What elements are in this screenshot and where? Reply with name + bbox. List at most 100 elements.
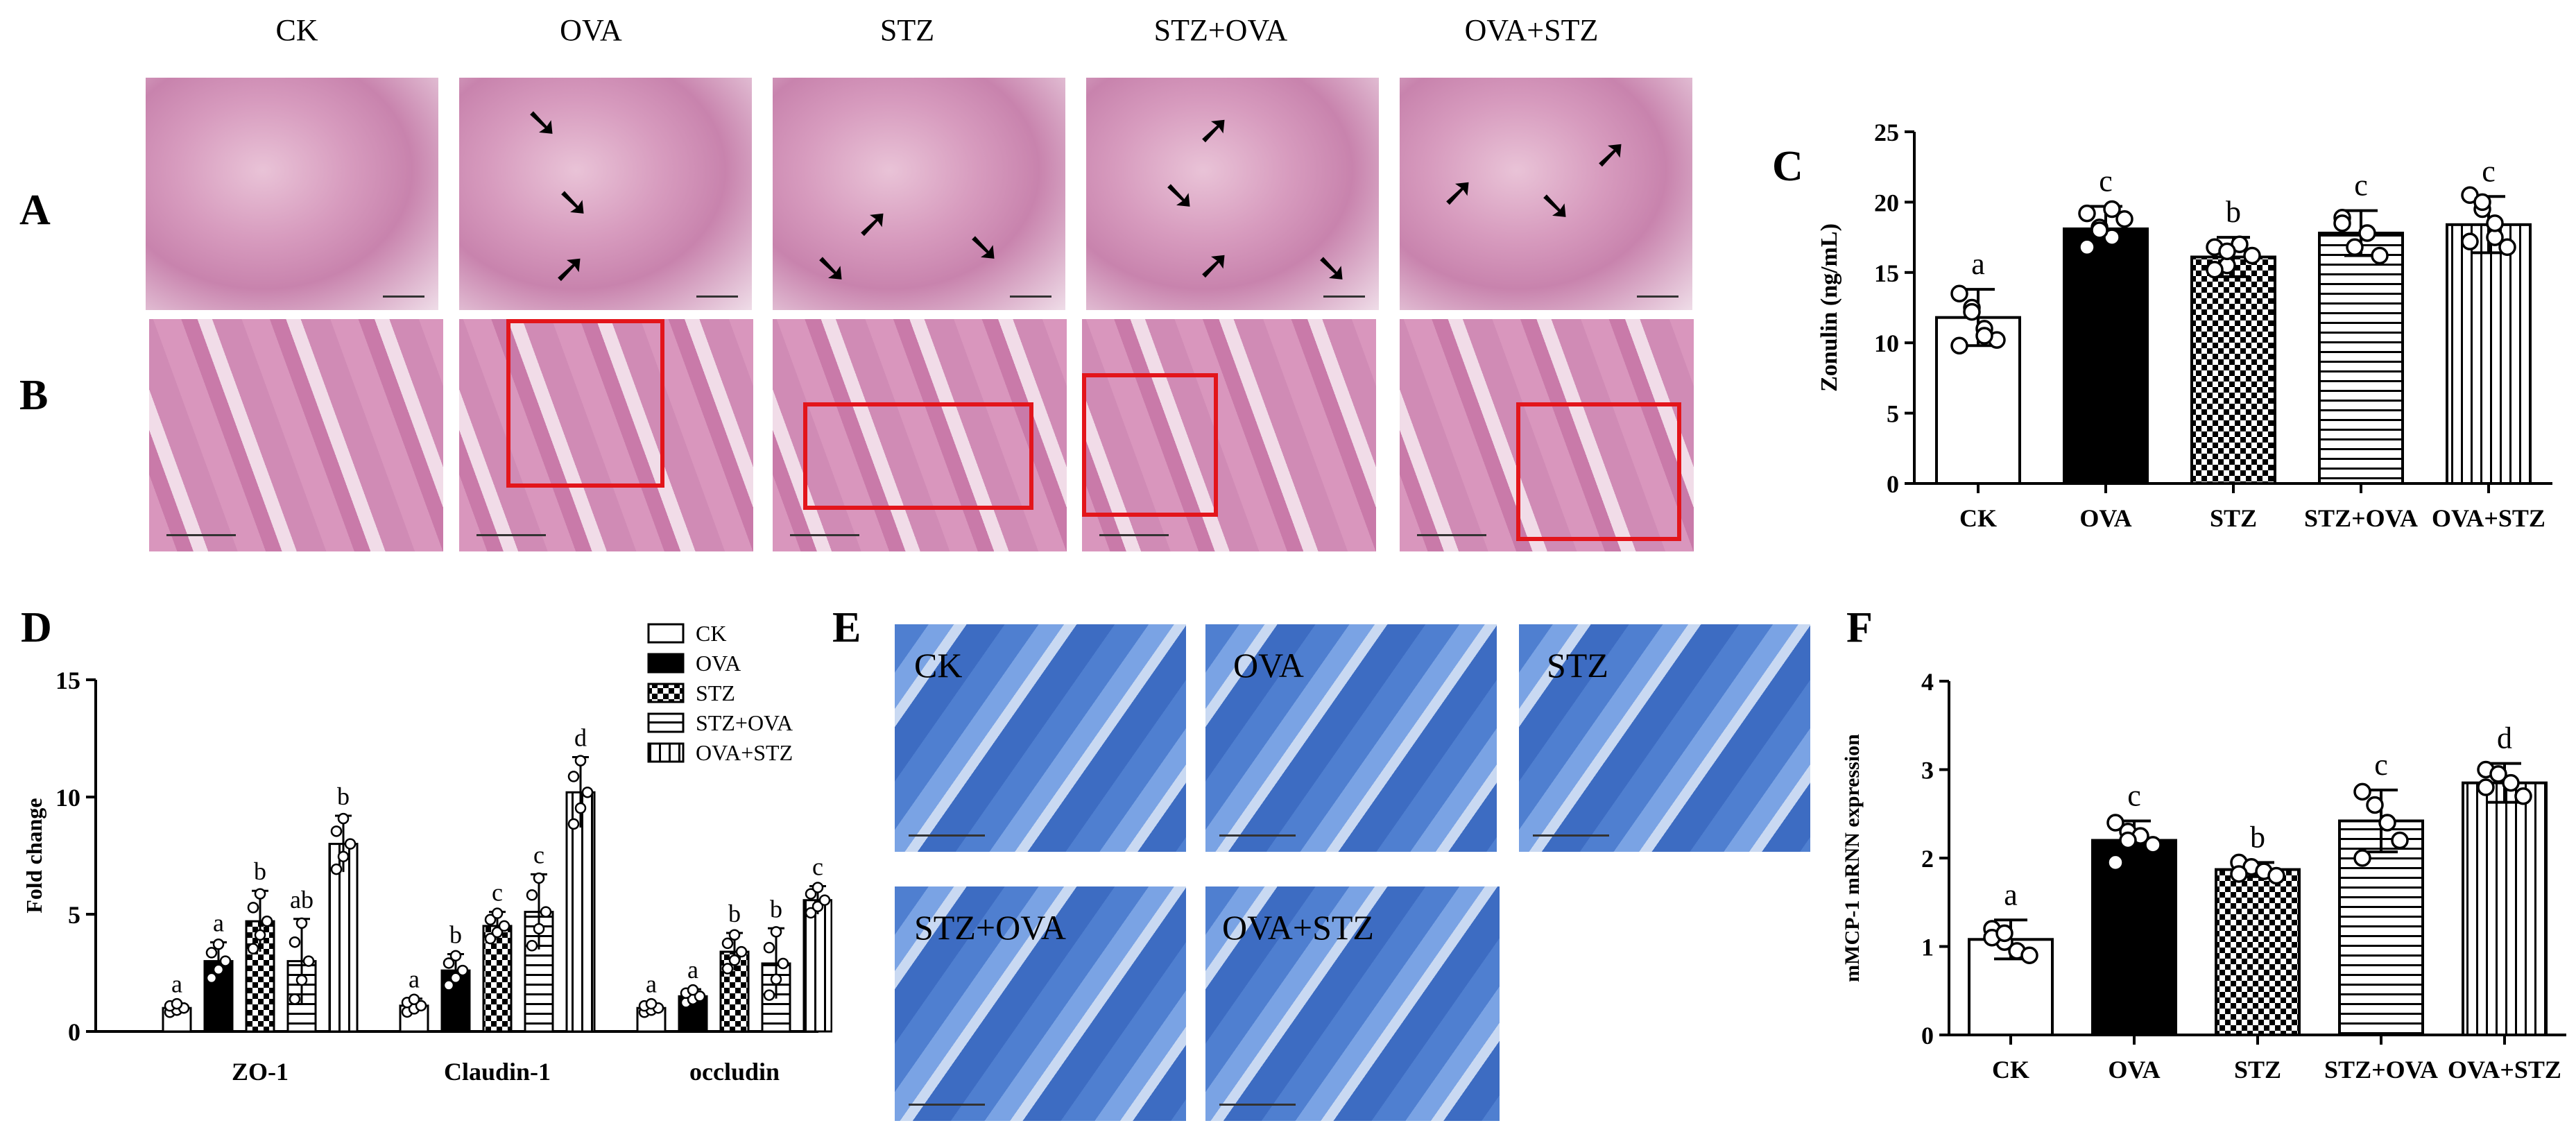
data-point bbox=[2230, 865, 2248, 883]
y-tick-label: 0 bbox=[68, 1018, 80, 1046]
x-tick-label: OVA bbox=[2108, 1056, 2160, 1083]
arrow-icon: ➘ bbox=[556, 178, 590, 225]
data-point bbox=[2353, 782, 2371, 801]
group-label-stz: STZ bbox=[879, 13, 935, 47]
scale-bar bbox=[476, 534, 546, 536]
data-point bbox=[728, 954, 741, 966]
data-point bbox=[812, 900, 824, 913]
significance-letter: d bbox=[574, 724, 587, 752]
panel-label-a: A bbox=[19, 187, 51, 234]
y-axis-label: Fold change bbox=[22, 798, 46, 913]
data-point bbox=[408, 993, 420, 1005]
legend-label: CK bbox=[696, 621, 726, 646]
micrograph-label: CK bbox=[914, 646, 963, 685]
significance-letter: b bbox=[2226, 195, 2241, 229]
data-point bbox=[337, 850, 350, 863]
micrograph-label: OVA+STZ bbox=[1222, 908, 1374, 947]
data-point bbox=[212, 939, 225, 950]
bar bbox=[2063, 227, 2149, 485]
data-point bbox=[2498, 238, 2516, 257]
data-point bbox=[2486, 214, 2504, 232]
highlight-box bbox=[803, 402, 1033, 510]
data-point bbox=[721, 937, 734, 950]
data-point bbox=[533, 923, 545, 935]
bar bbox=[440, 969, 471, 1033]
data-point bbox=[415, 1000, 427, 1012]
data-point bbox=[456, 964, 469, 977]
data-point bbox=[2391, 831, 2409, 850]
y-tick-label: 0 bbox=[1887, 470, 1899, 498]
data-point bbox=[484, 932, 497, 945]
arrow-icon: ➚ bbox=[856, 199, 890, 246]
significance-letter: a bbox=[409, 966, 420, 993]
data-point bbox=[205, 972, 218, 984]
group-label-ck: CK bbox=[275, 13, 318, 47]
bar bbox=[2446, 223, 2532, 486]
legend-swatch bbox=[647, 653, 685, 674]
scale-bar bbox=[1417, 534, 1486, 536]
data-point bbox=[2020, 946, 2038, 964]
bar bbox=[2318, 232, 2404, 486]
data-point bbox=[484, 914, 497, 926]
scale-bar bbox=[909, 1104, 985, 1106]
data-point bbox=[567, 818, 580, 830]
scale-bar bbox=[1323, 295, 1365, 298]
y-tick-label: 10 bbox=[55, 784, 80, 812]
data-point bbox=[443, 957, 455, 969]
y-tick-label: 4 bbox=[1921, 668, 1934, 696]
significance-letter: c bbox=[533, 841, 544, 869]
highlight-box bbox=[1516, 402, 1681, 541]
significance-letter: c bbox=[492, 879, 503, 907]
significance-letter: a bbox=[687, 956, 698, 984]
significance-letter: b bbox=[728, 900, 741, 927]
legend-label: STZ bbox=[696, 680, 735, 705]
data-point bbox=[2477, 778, 2495, 796]
data-point bbox=[763, 989, 775, 1001]
legend-label: OVA bbox=[696, 651, 741, 676]
arrow-icon: ➚ bbox=[1197, 241, 1231, 288]
data-point bbox=[289, 993, 301, 1005]
significance-letter: c bbox=[812, 853, 823, 880]
panel-label-d: D bbox=[21, 604, 52, 651]
data-point bbox=[2461, 232, 2479, 250]
scale-bar bbox=[1099, 534, 1169, 536]
data-point bbox=[1995, 924, 2013, 943]
scale-bar bbox=[1010, 295, 1051, 298]
significance-letter: c bbox=[2127, 778, 2141, 812]
data-point bbox=[770, 973, 782, 986]
data-point bbox=[805, 888, 817, 900]
data-point bbox=[2078, 238, 2096, 257]
significance-letter: c bbox=[2374, 748, 2388, 782]
y-tick-label: 1 bbox=[1921, 934, 1934, 961]
micrograph-b-ck bbox=[149, 319, 443, 551]
legend-swatch bbox=[647, 742, 685, 763]
panel-label-b: B bbox=[19, 372, 49, 419]
data-point bbox=[2103, 200, 2121, 219]
data-point bbox=[344, 838, 357, 850]
x-tick-label: CK bbox=[1959, 504, 1997, 532]
micrograph-b-ova bbox=[459, 319, 753, 551]
data-point bbox=[1950, 336, 1968, 355]
scale-bar bbox=[166, 534, 236, 536]
data-point bbox=[2106, 853, 2124, 872]
data-point bbox=[337, 812, 350, 825]
micrograph-e-ova-stz: OVA+STZ bbox=[1205, 886, 1500, 1121]
micrograph-label: STZ+OVA bbox=[914, 908, 1066, 947]
significance-letter: b bbox=[337, 782, 350, 810]
y-tick-label: 15 bbox=[1874, 259, 1899, 287]
data-point bbox=[694, 991, 706, 1002]
data-point bbox=[254, 888, 266, 900]
chart-c-zonulin: 0 5 10 15 20 25 Zonulin (ng/mL) a CK c OVA b STZ c STZ… bbox=[1817, 119, 2552, 532]
legend-label: STZ+OVA bbox=[696, 710, 793, 735]
bar bbox=[565, 791, 596, 1033]
chart-f-mmcp1: 0 1 2 3 4 mMCP-1 mRNN expression a CK c OVA b STZ c S… bbox=[1841, 668, 2566, 1083]
x-tick-label: occludin bbox=[689, 1058, 780, 1086]
data-point bbox=[2358, 224, 2376, 242]
bar bbox=[2190, 255, 2276, 485]
micrograph-a-ova-stz: ➚ ➘ ➚ bbox=[1400, 78, 1692, 310]
y-tick-label: 2 bbox=[1921, 845, 1934, 873]
data-point bbox=[2353, 849, 2371, 867]
arrow-icon: ➘ bbox=[525, 98, 559, 146]
micrograph-b-ova-stz bbox=[1400, 319, 1694, 551]
y-axis-label: Zonulin (ng/mL) bbox=[1817, 223, 1842, 392]
